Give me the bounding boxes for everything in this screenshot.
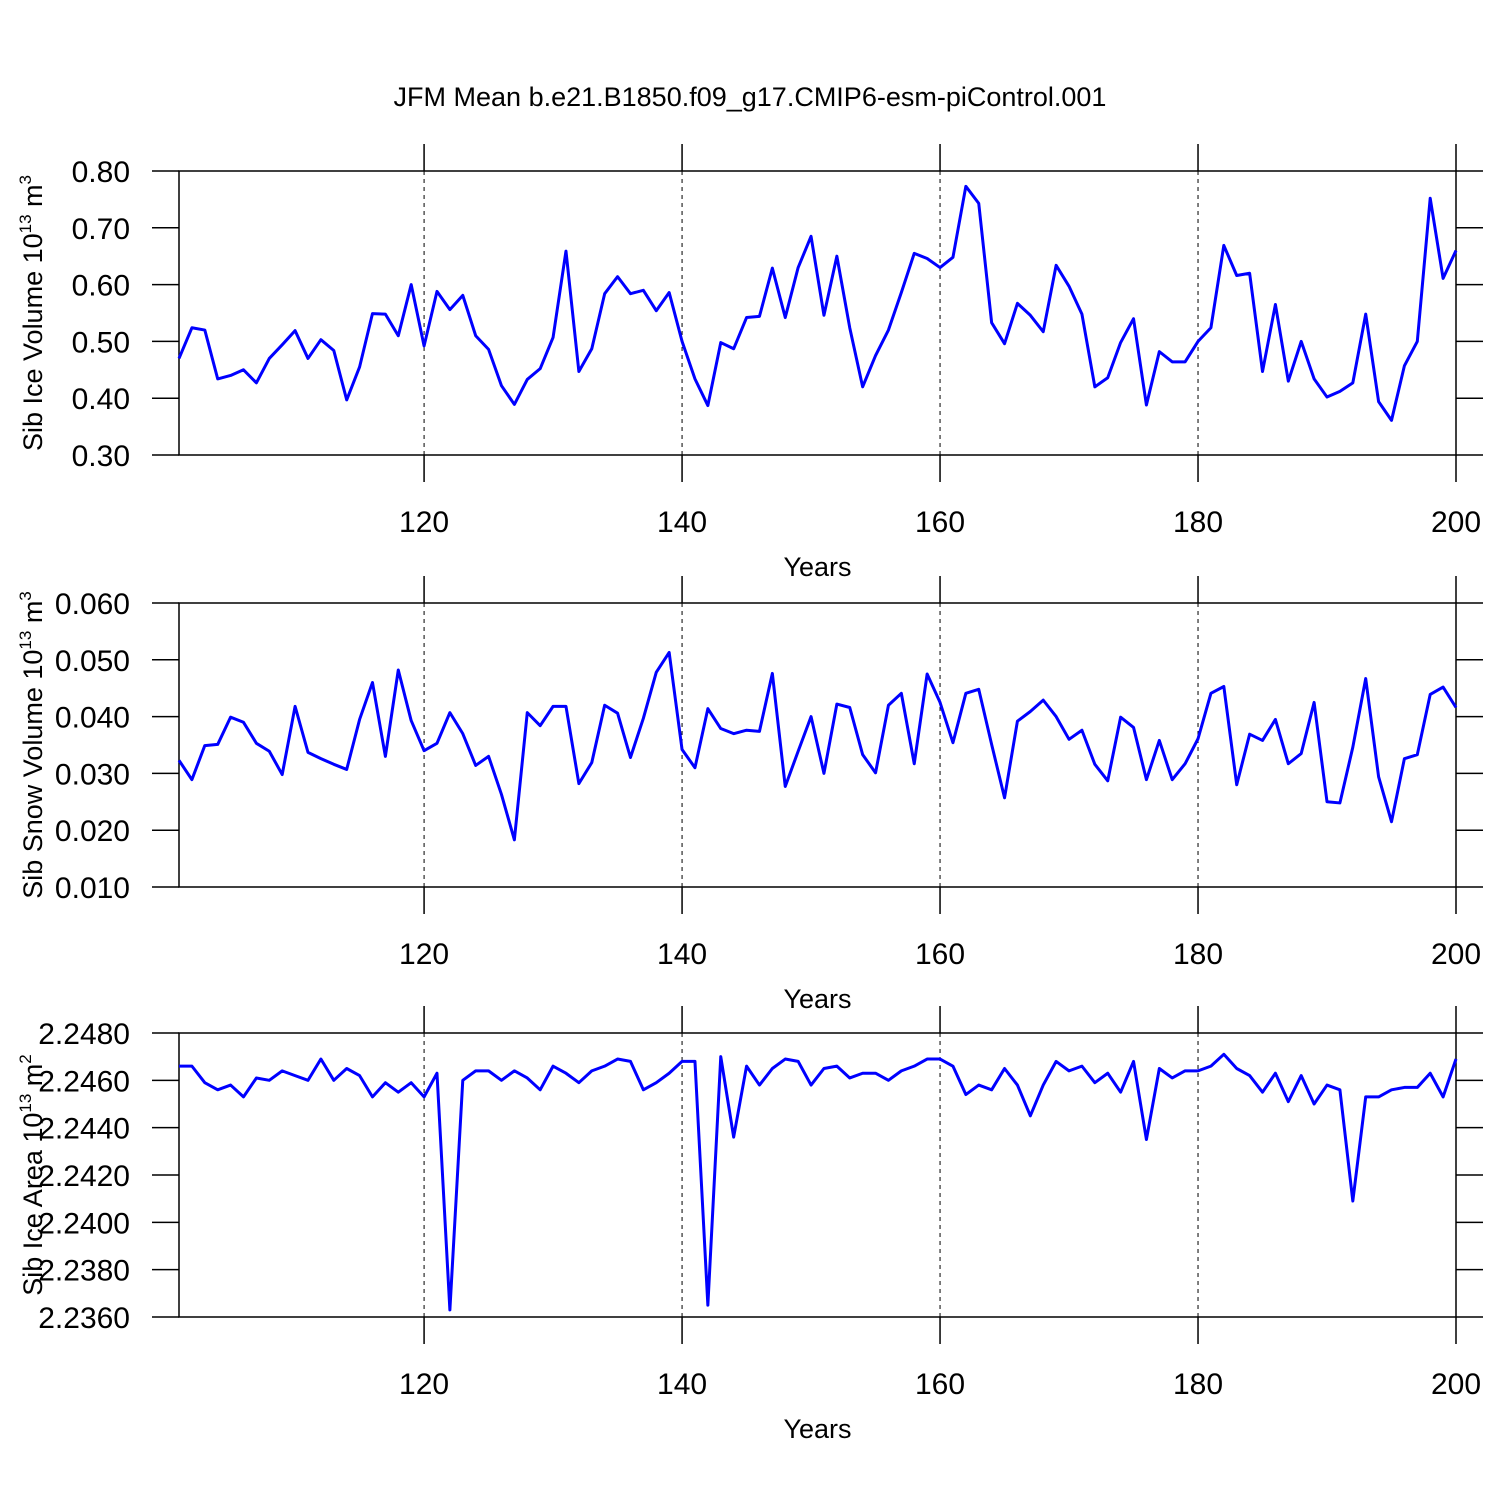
panel: 120 140 160 180 200 0.30 0.40 0.50 0.60 0.70 0.80 Y… bbox=[16, 144, 1483, 582]
panel: 120 140 160 180 200 2.2360 2.2380 2.2400 2.2420 2… bbox=[16, 1006, 1483, 1444]
x-tick-label: 120 bbox=[399, 506, 449, 539]
x-tick-label: 180 bbox=[1173, 1368, 1223, 1401]
y-tick-label: 0.010 bbox=[55, 872, 130, 905]
y-tick-label: 0.040 bbox=[55, 702, 130, 735]
x-tick-label: 140 bbox=[657, 1368, 707, 1401]
y-tick-label: 2.2380 bbox=[38, 1255, 130, 1288]
x-tick-label: 160 bbox=[915, 1368, 965, 1401]
figure-title: JFM Mean b.e21.B1850.f09_g17.CMIP6-esm-p… bbox=[394, 82, 1107, 112]
x-tick-label: 180 bbox=[1173, 506, 1223, 539]
plot-frame bbox=[178, 170, 1457, 456]
x-tick-label: 160 bbox=[915, 506, 965, 539]
y-tick-label: 2.2360 bbox=[38, 1302, 130, 1335]
y-tick-label: 2.2400 bbox=[38, 1207, 130, 1240]
y-tick-label: 0.050 bbox=[55, 645, 130, 678]
y-axis-label-text: Sib Ice Volume 10 bbox=[18, 233, 48, 451]
x-axis-label: Years bbox=[783, 1414, 851, 1444]
data-line bbox=[179, 1052, 1458, 1312]
plot-frame bbox=[178, 602, 1457, 888]
x-axis-label: Years bbox=[783, 552, 851, 582]
y-tick-label: 0.70 bbox=[72, 213, 130, 246]
x-axis-label: Years bbox=[783, 984, 851, 1014]
y-tick-label: 0.30 bbox=[72, 440, 130, 473]
y-axis-label-unit-power: 3 bbox=[16, 591, 35, 600]
x-tick-label: 140 bbox=[657, 506, 707, 539]
y-axis-label-unit: m bbox=[18, 601, 48, 631]
y-tick-label: 2.2420 bbox=[38, 1160, 130, 1193]
plot-frame bbox=[178, 1032, 1457, 1318]
x-tick-label: 140 bbox=[657, 938, 707, 971]
y-axis-label-unit: m bbox=[18, 1064, 48, 1094]
y-axis-label-power: 13 bbox=[16, 214, 35, 233]
y-tick-label: 2.2480 bbox=[38, 1018, 130, 1051]
y-axis-label-power: 13 bbox=[16, 1094, 35, 1113]
data-line bbox=[177, 184, 1458, 422]
y-axis-label-unit-power: 2 bbox=[16, 1054, 35, 1063]
y-axis-label: Sib Ice Area 1013 m2 bbox=[16, 1054, 48, 1296]
x-tick-label: 120 bbox=[399, 938, 449, 971]
y-axis-label: Sib Ice Volume 1013 m3 bbox=[16, 175, 48, 451]
y-axis-label-text: Sib Ice Area 10 bbox=[18, 1113, 48, 1296]
x-tick-label: 200 bbox=[1431, 938, 1481, 971]
y-axis-label: Sib Snow Volume 1013 m3 bbox=[16, 591, 48, 899]
y-tick-label: 0.40 bbox=[72, 383, 130, 416]
panel: 120 140 160 180 200 0.010 0.020 0.030 0.040 0.050… bbox=[16, 576, 1483, 1014]
x-tick-label: 180 bbox=[1173, 938, 1223, 971]
y-tick-label: 0.60 bbox=[72, 270, 130, 303]
y-tick-label: 0.80 bbox=[72, 156, 130, 189]
y-tick-label: 2.2440 bbox=[38, 1113, 130, 1146]
x-tick-label: 120 bbox=[399, 1368, 449, 1401]
y-tick-label: 2.2460 bbox=[38, 1065, 130, 1098]
y-tick-label: 0.020 bbox=[55, 815, 130, 848]
x-tick-label: 200 bbox=[1431, 506, 1481, 539]
y-axis-label-unit: m bbox=[18, 184, 48, 214]
y-tick-label: 0.060 bbox=[55, 588, 130, 621]
y-axis-label-unit-power: 3 bbox=[16, 175, 35, 184]
y-axis-label-text: Sib Snow Volume 10 bbox=[18, 650, 48, 899]
y-axis-label-power: 13 bbox=[16, 631, 35, 650]
y-tick-label: 0.030 bbox=[55, 758, 130, 791]
data-line bbox=[177, 650, 1458, 842]
x-tick-label: 200 bbox=[1431, 1368, 1481, 1401]
x-tick-label: 160 bbox=[915, 938, 965, 971]
y-tick-label: 0.50 bbox=[72, 326, 130, 359]
